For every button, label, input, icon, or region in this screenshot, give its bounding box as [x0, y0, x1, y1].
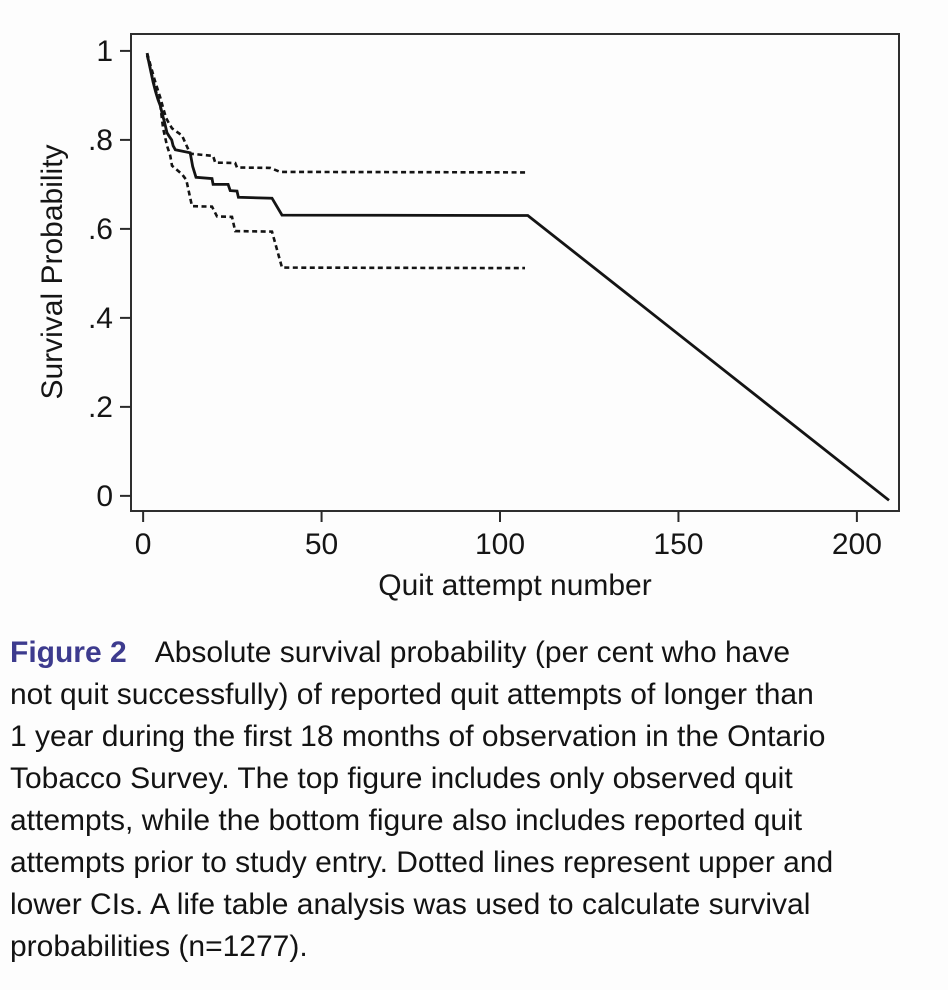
y-axis-label: Survival Probability [36, 144, 69, 399]
lower-ci-line [145, 55, 526, 270]
survival-chart: 0 50 100 150 200 0 .2 .4 .6 .8 1 Survival Probabil… [36, 33, 900, 602]
y-tick-label: 1 [96, 35, 113, 68]
survival-curve [145, 52, 890, 502]
y-tick-label: .6 [88, 213, 113, 246]
y-tick-label: 0 [96, 480, 113, 513]
x-tick-label: 100 [475, 528, 525, 561]
figure-caption: Figure 2 Absolute survival probability (p… [10, 632, 940, 968]
y-tick-label: .2 [88, 391, 113, 424]
axis-ticks: 0 50 100 150 200 0 .2 .4 .6 .8 1 [88, 35, 882, 561]
x-tick-label: 150 [653, 528, 703, 561]
x-tick-label: 200 [832, 528, 882, 561]
upper-ci-line [145, 52, 527, 174]
x-axis-label: Quit attempt number [378, 569, 651, 602]
figure-label: Figure 2 [10, 636, 127, 669]
y-tick-label: .4 [88, 302, 113, 335]
y-tick-label: .8 [88, 124, 113, 157]
figure-caption-text: Absolute survival probability (per cent … [10, 636, 834, 963]
x-tick-label: 0 [135, 528, 152, 561]
chart-series [145, 52, 890, 502]
plot-border [130, 33, 900, 512]
x-tick-label: 50 [305, 528, 338, 561]
